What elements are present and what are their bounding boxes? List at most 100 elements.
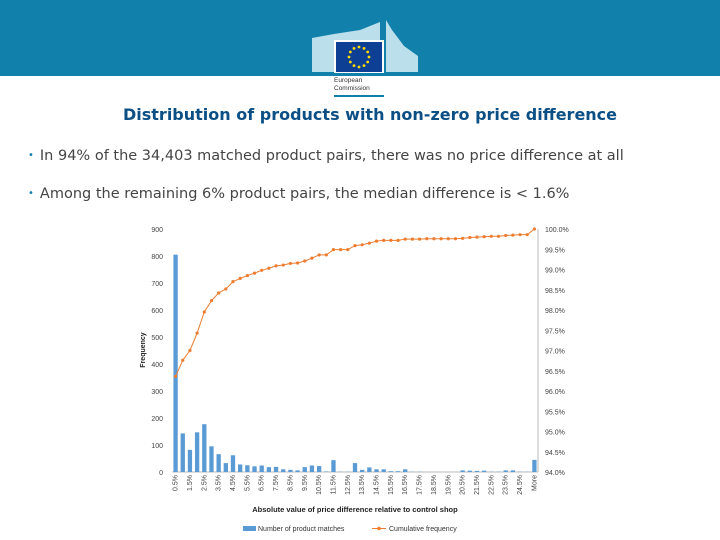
y2-tick-label: 99.0% — [545, 268, 565, 275]
x-tick-label: 18.5% — [431, 475, 438, 495]
eu-star-icon — [366, 60, 370, 64]
x-tick-label: 15.5% — [388, 475, 395, 495]
y-tick-label: 200 — [151, 416, 163, 423]
bar — [216, 454, 221, 472]
x-tick-label: 11.5% — [330, 475, 337, 494]
x-tick-label: 6.5% — [259, 475, 266, 491]
cumulative-point — [209, 299, 214, 303]
cumulative-point — [288, 261, 293, 266]
cumulative-point — [453, 237, 458, 241]
cumulative-point — [245, 273, 249, 278]
bar — [482, 470, 487, 472]
x-tick-label: 12.5% — [345, 475, 352, 495]
bar — [295, 470, 300, 472]
eu-star-icon — [352, 64, 356, 68]
bullet-text: Among the remaining 6% product pairs, th… — [39, 186, 570, 202]
bar — [510, 470, 516, 472]
cumulative-point — [518, 233, 522, 237]
bar — [388, 471, 394, 472]
x-tick-label: 21.5% — [474, 475, 481, 495]
bar — [309, 465, 315, 472]
y-tick-label: 700 — [151, 281, 163, 288]
cumulative-point — [317, 253, 321, 257]
y-tick-label: 100 — [151, 443, 163, 450]
bar — [503, 470, 508, 472]
y-tick-label: 500 — [151, 335, 163, 342]
cumulative-point — [339, 248, 343, 252]
cumulative-point — [374, 239, 379, 243]
cumulative-point — [496, 234, 501, 238]
logo-text-line1: European — [334, 77, 363, 84]
x-tick-label: More — [531, 475, 538, 491]
bar — [302, 467, 307, 472]
cumulative-point — [410, 237, 415, 241]
cumulative-point — [238, 276, 242, 281]
cumulative-point — [195, 331, 199, 335]
cumulative-point — [382, 238, 386, 242]
cumulative-point — [446, 237, 450, 241]
eu-star-icon — [366, 50, 370, 54]
legend-line-marker — [377, 526, 381, 531]
bar — [403, 469, 408, 472]
cumulative-point — [217, 291, 221, 295]
y2-tick-label: 94.0% — [545, 470, 565, 477]
eu-star-icon — [362, 64, 366, 68]
bar — [180, 433, 185, 472]
cumulative-point — [188, 348, 192, 353]
legend-bar-swatch — [243, 526, 256, 531]
bar — [281, 469, 286, 472]
cumulative-point — [389, 238, 393, 242]
cumulative-point — [310, 256, 314, 260]
x-tick-label: 5.5% — [244, 475, 251, 491]
bar — [223, 463, 228, 472]
x-tick-label: 0.5% — [173, 475, 180, 491]
y2-tick-label: 100.0% — [545, 227, 569, 234]
cumulative-point — [252, 271, 257, 275]
x-tick-label: 4.5% — [230, 475, 237, 491]
eu-star-icon — [348, 60, 352, 64]
bar — [474, 470, 480, 472]
bullet-1: • In 94% of the 34,403 matched product pa… — [28, 148, 624, 164]
x-axis-title: Absolute value of price difference relat… — [252, 505, 458, 514]
bar — [374, 469, 379, 472]
x-tick-label: 7.5% — [273, 475, 280, 491]
cumulative-point — [274, 264, 278, 268]
eu-star-icon — [352, 46, 356, 50]
y2-tick-label: 96.5% — [545, 369, 565, 376]
x-tick-label: 24.5% — [517, 475, 524, 495]
legend-bar-label: Number of product matches — [258, 526, 345, 533]
y2-tick-label: 97.5% — [545, 328, 565, 335]
bar — [194, 432, 200, 472]
bar — [266, 467, 272, 472]
bar — [187, 449, 193, 472]
x-tick-label: 20.5% — [460, 475, 467, 495]
cumulative-point — [532, 227, 537, 231]
y-tick-label: 300 — [151, 389, 163, 396]
bar — [209, 446, 214, 472]
eu-star-icon — [367, 55, 371, 59]
x-tick-label: 16.5% — [402, 475, 409, 495]
cumulative-point — [295, 261, 300, 265]
y2-tick-label: 98.0% — [545, 308, 565, 315]
bar — [230, 455, 236, 472]
bar — [252, 466, 257, 472]
logo-text-line2: Commission — [334, 85, 370, 92]
y-tick-label: 600 — [151, 308, 163, 315]
cumulative-point — [224, 287, 228, 291]
cumulative-point — [260, 268, 264, 272]
cumulative-point — [231, 280, 235, 284]
y2-tick-label: 95.5% — [545, 409, 565, 416]
bar — [316, 466, 322, 472]
cumulative-point — [267, 266, 271, 270]
y2-tick-label: 99.5% — [545, 247, 565, 254]
x-tick-label: 17.5% — [417, 475, 424, 495]
y2-tick-label: 94.5% — [545, 450, 565, 457]
eu-star-icon — [362, 46, 366, 50]
bar — [173, 254, 178, 472]
cumulative-point — [353, 244, 357, 248]
y2-tick-label: 98.5% — [545, 288, 565, 295]
y-tick-label: 400 — [151, 362, 163, 369]
bar — [352, 463, 358, 472]
bullet-dot-icon: • — [28, 188, 34, 199]
cumulative-point — [173, 374, 178, 379]
